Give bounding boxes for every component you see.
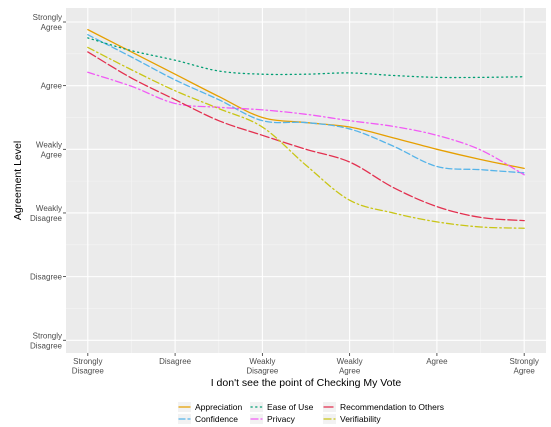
legend-item-privacy: Privacy: [250, 414, 296, 424]
y-tick-label-line: Strongly: [33, 331, 62, 340]
x-tick-label: Strongly Agree: [510, 357, 539, 376]
legend-label: Confidence: [195, 414, 238, 424]
y-tick-label-line: Agree: [41, 82, 63, 91]
y-tick-label: Weakly Disagree: [30, 204, 63, 223]
y-tick-label-line: Disagree: [30, 214, 63, 223]
x-tick-label-line: Strongly: [73, 357, 102, 366]
series-line-confidence: [87, 34, 525, 174]
legend-item-recommendation-to-others: Recommendation to Others: [323, 402, 444, 412]
legend: Appreciation Confidence Ease of Use Privacy…: [178, 402, 444, 424]
legend-item-confidence: Confidence: [178, 414, 238, 424]
series-line-privacy: [87, 71, 525, 176]
legend-label: Appreciation: [195, 402, 243, 412]
x-tick-label-line: Agree: [514, 367, 536, 376]
y-axis-title: Agreement Level: [12, 141, 24, 220]
x-axis-title: I don't see the point of Checking My Vot…: [211, 377, 402, 389]
minor-grid: [66, 8, 546, 353]
series-line-verifiability: [87, 46, 525, 229]
x-tick-label: Strongly Disagree: [72, 357, 105, 376]
y-tick-label-line: Disagree: [30, 341, 63, 350]
x-tick-label-line: Weakly: [337, 357, 363, 366]
legend-label: Recommendation to Others: [340, 402, 444, 412]
y-tick-label-line: Agree: [41, 150, 63, 159]
x-tick-label-line: Agree: [426, 357, 448, 366]
x-tick-label-line: Strongly: [510, 357, 539, 366]
series-line-ease-of-use: [87, 37, 525, 79]
legend-label: Ease of Use: [267, 402, 314, 412]
legend-item-appreciation: Appreciation: [178, 402, 243, 412]
legend-label: Privacy: [267, 414, 296, 424]
y-tick-label-line: Agree: [41, 23, 63, 32]
y-tick-label-line: Weakly: [36, 140, 62, 149]
x-tick-label: Weakly Agree: [337, 357, 363, 376]
x-tick-label: Weakly Disagree: [246, 357, 279, 376]
legend-item-verifiability: Verifiability: [323, 414, 381, 424]
y-tick-label: Strongly Disagree: [30, 331, 63, 350]
y-tick-label: Strongly Agree: [33, 13, 63, 32]
x-tick-label-line: Disagree: [246, 367, 279, 376]
y-tick-label-line: Weakly: [36, 204, 62, 213]
y-tick-label: Weakly Agree: [36, 140, 63, 159]
y-tick-label: Disagree: [30, 273, 63, 282]
legend-item-ease-of-use: Ease of Use: [250, 402, 314, 412]
legend-label: Verifiability: [340, 414, 381, 424]
y-tick-label: Agree: [41, 82, 63, 91]
x-tick-label-line: Disagree: [159, 357, 192, 366]
x-tick-label: Agree: [426, 357, 448, 366]
y-tick-label-line: Disagree: [30, 273, 63, 282]
series-line-recommendation-to-others: [87, 51, 525, 222]
x-tick-label-line: Disagree: [72, 367, 105, 376]
x-tick-label-line: Weakly: [249, 357, 275, 366]
series-layer: [87, 28, 525, 229]
y-tick-label-line: Strongly: [33, 13, 62, 22]
x-tick-label: Disagree: [159, 357, 192, 366]
x-tick-label-line: Agree: [339, 367, 361, 376]
